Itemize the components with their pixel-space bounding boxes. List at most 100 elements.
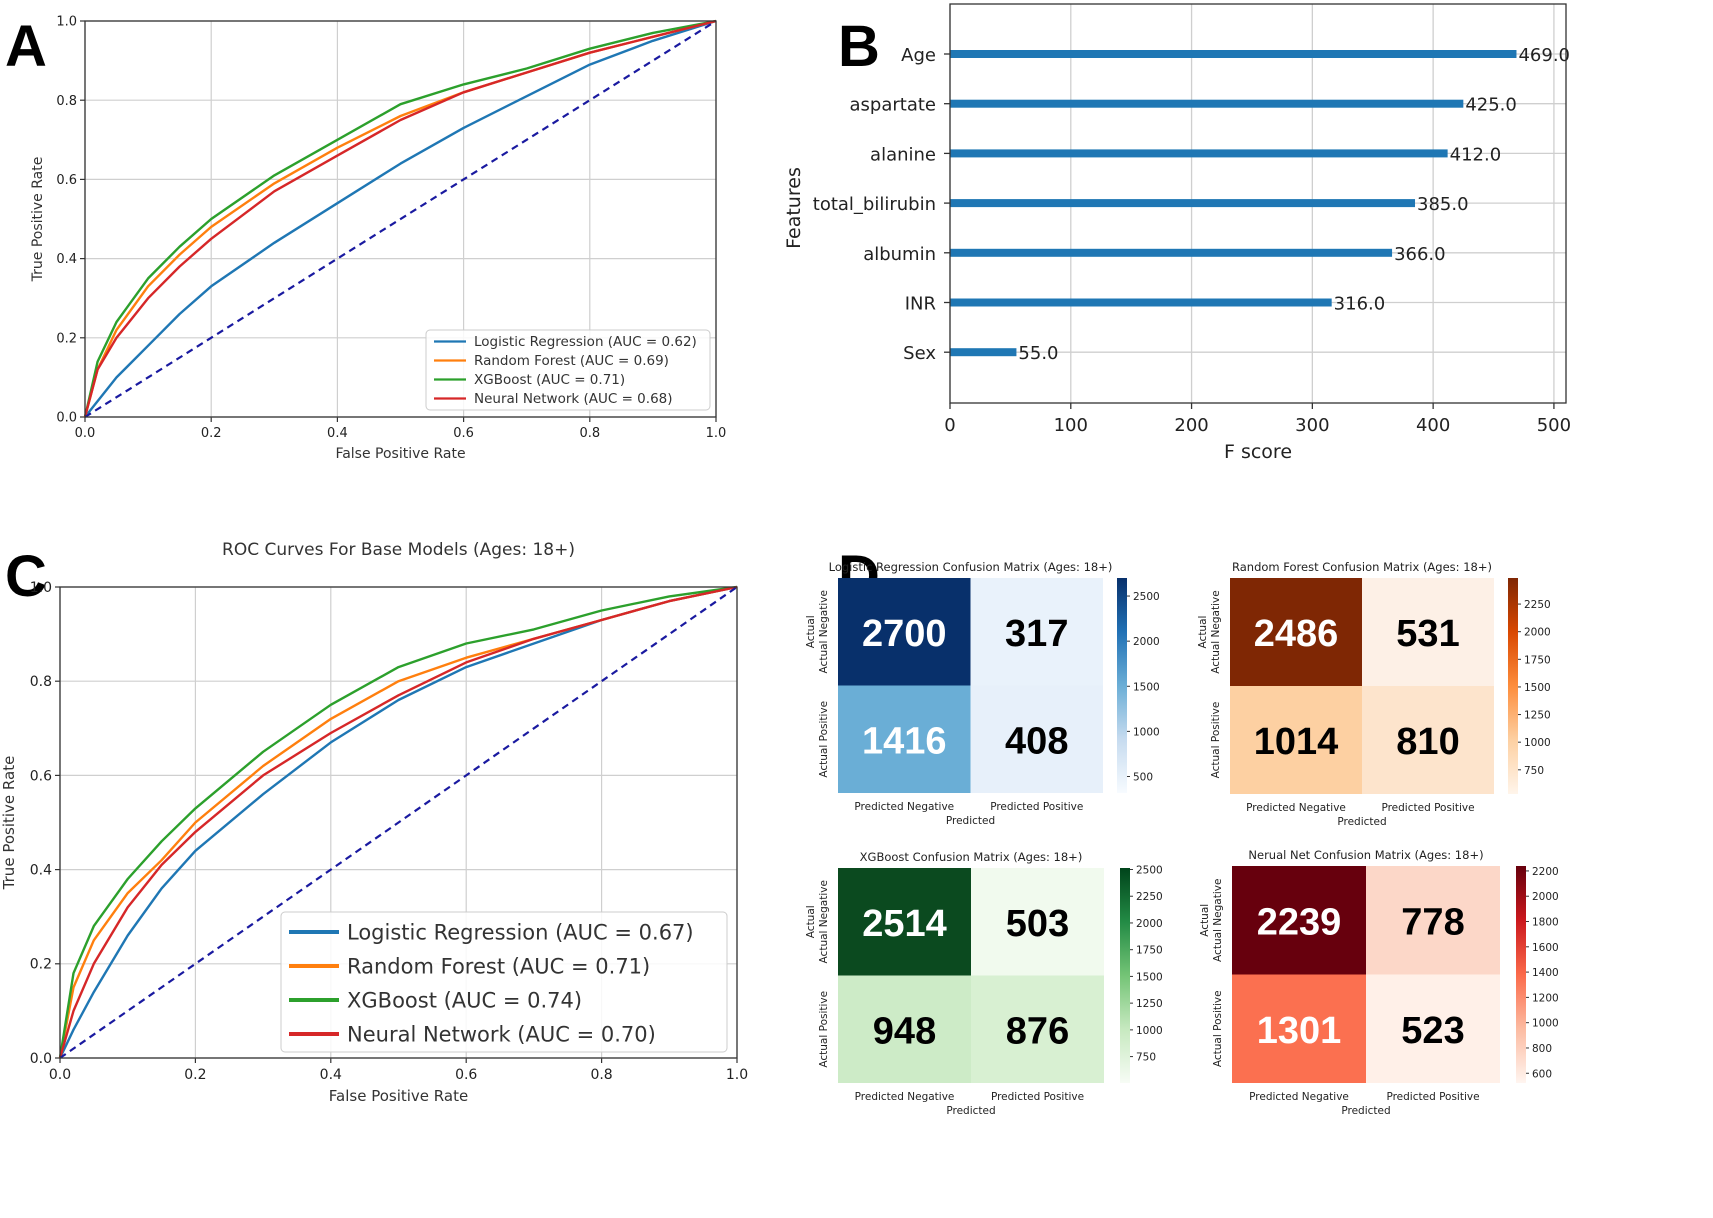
x-tick-label: 0.4 bbox=[320, 1067, 342, 1083]
confusion-matrix-neural-net: Nerual Net Confusion Matrix (Ages: 18+) 2… bbox=[1199, 848, 1559, 1117]
matrix-title: Nerual Net Confusion Matrix (Ages: 18+) bbox=[1248, 848, 1483, 862]
bar-value-label: 316.0 bbox=[1334, 294, 1386, 315]
x-tick-label: 0.4 bbox=[327, 426, 348, 441]
matrix-cell bbox=[1366, 974, 1500, 1083]
y-axis-label: Actual bbox=[805, 615, 817, 648]
x-tick-label: 400 bbox=[1416, 415, 1450, 436]
colorbar-tick-label: 1000 bbox=[1532, 1018, 1559, 1030]
roc-chart-c: ROC Curves For Base Models (Ages: 18+) 0.… bbox=[0, 540, 748, 1105]
y-tick-label: 0.2 bbox=[30, 957, 52, 973]
x-tick-label: 0.2 bbox=[184, 1067, 206, 1083]
bar-value-label: 412.0 bbox=[1450, 144, 1502, 165]
x-tick-label: 500 bbox=[1537, 415, 1571, 436]
matrix-cell-value: 810 bbox=[1396, 721, 1459, 763]
bar-age bbox=[950, 50, 1517, 58]
y-axis-label: Actual bbox=[1199, 904, 1211, 937]
matrix-cell-value: 876 bbox=[1006, 1010, 1069, 1052]
roc-line-logistic-regression bbox=[84, 19, 717, 418]
colorbar bbox=[1516, 866, 1526, 1083]
colorbar-tick-label: 1500 bbox=[1136, 971, 1163, 983]
colorbar-tick-label: 2500 bbox=[1133, 591, 1160, 603]
colorbar-tick-label: 2000 bbox=[1532, 891, 1559, 903]
x-tick-label: 0.2 bbox=[201, 426, 222, 441]
colorbar-tick-label: 800 bbox=[1532, 1043, 1552, 1055]
matrix-cell-value: 523 bbox=[1401, 1010, 1464, 1052]
colorbar-tick-label: 2000 bbox=[1136, 918, 1163, 930]
bar-value-label: 366.0 bbox=[1394, 244, 1446, 265]
matrix-cell bbox=[970, 685, 1103, 793]
legend-label: XGBoost (AUC = 0.74) bbox=[347, 988, 582, 1012]
x-axis-label: Predicted bbox=[946, 1105, 995, 1117]
matrix-cell-value: 1301 bbox=[1257, 1010, 1342, 1052]
roc-line-neural-network bbox=[83, 19, 717, 418]
panel-letter-c: C bbox=[5, 544, 47, 609]
x-tick-label: 0.6 bbox=[453, 426, 474, 441]
matrix-cell bbox=[1232, 974, 1366, 1083]
legend-box bbox=[280, 911, 728, 1053]
x-tick-label: 1.0 bbox=[726, 1067, 748, 1083]
colorbar bbox=[1120, 868, 1130, 1083]
colorbar-tick-label: 2500 bbox=[1136, 864, 1163, 876]
matrix-cell bbox=[1366, 866, 1500, 975]
bar-value-label: 469.0 bbox=[1518, 45, 1570, 66]
x-category-label: Predicted Positive bbox=[1381, 802, 1474, 814]
matrix-cell-value: 2700 bbox=[862, 613, 947, 655]
matrix-cell bbox=[838, 685, 971, 793]
matrix-title: Random Forest Confusion Matrix (Ages: 18… bbox=[1232, 560, 1492, 574]
matrix-cell-value: 2486 bbox=[1254, 613, 1339, 655]
colorbar-tick-label: 1500 bbox=[1524, 682, 1551, 694]
confusion-matrix-random-forest: Random Forest Confusion Matrix (Ages: 18… bbox=[1197, 560, 1551, 828]
matrix-cell-value: 408 bbox=[1005, 720, 1068, 762]
x-category-label: Predicted Negative bbox=[854, 801, 954, 813]
colorbar-tick-label: 500 bbox=[1133, 771, 1153, 783]
matrix-title: Logistic Regression Confusion Matrix (Ag… bbox=[829, 560, 1113, 574]
chart-title: ROC Curves For Base Models (Ages: 18+) bbox=[222, 540, 575, 560]
roc-line-xgboost bbox=[58, 585, 738, 1059]
colorbar-tick-label: 2000 bbox=[1133, 636, 1160, 648]
feature-label: Sex bbox=[903, 343, 936, 364]
colorbar-tick-label: 1200 bbox=[1532, 992, 1559, 1004]
y-tick-label: 1.0 bbox=[30, 580, 52, 596]
bar-sex bbox=[950, 348, 1017, 357]
x-axis-label: Predicted bbox=[1341, 1105, 1390, 1117]
bar-alanine bbox=[950, 149, 1448, 158]
legend-label: Logistic Regression (AUC = 0.67) bbox=[347, 920, 694, 944]
x-category-label: Predicted Positive bbox=[1386, 1091, 1479, 1103]
matrix-cell bbox=[971, 975, 1104, 1083]
x-category-label: Predicted Negative bbox=[855, 1091, 955, 1103]
y-tick-label: 1.0 bbox=[56, 15, 77, 30]
x-tick-label: 300 bbox=[1295, 415, 1329, 436]
legend-box bbox=[425, 329, 711, 411]
colorbar bbox=[1508, 578, 1518, 794]
x-category-label: Predicted Negative bbox=[1249, 1091, 1349, 1103]
x-tick-label: 0 bbox=[944, 415, 955, 436]
chance-diagonal-line bbox=[84, 20, 717, 418]
y-axis-label: Features bbox=[783, 167, 805, 249]
y-tick-label: 0.8 bbox=[56, 94, 77, 109]
x-tick-label: 1.0 bbox=[706, 426, 727, 441]
legend-label: XGBoost (AUC = 0.71) bbox=[474, 372, 625, 388]
colorbar-tick-label: 1250 bbox=[1524, 710, 1551, 722]
matrix-cell bbox=[1362, 578, 1494, 686]
plot-frame bbox=[59, 586, 738, 1059]
y-category-label: Actual Positive bbox=[1212, 990, 1224, 1067]
colorbar-tick-label: 750 bbox=[1524, 765, 1544, 777]
bar-total-bilirubin bbox=[950, 199, 1416, 208]
colorbar-tick-label: 2250 bbox=[1136, 891, 1163, 903]
bar-value-label: 425.0 bbox=[1465, 95, 1517, 116]
matrix-title: XGBoost Confusion Matrix (Ages: 18+) bbox=[860, 850, 1083, 864]
matrix-cell bbox=[1362, 686, 1494, 794]
feature-label: alanine bbox=[870, 144, 936, 165]
feature-label: albumin bbox=[863, 244, 936, 265]
x-category-label: Predicted Positive bbox=[991, 1091, 1084, 1103]
y-category-label: Actual Positive bbox=[818, 701, 830, 778]
matrix-cell bbox=[838, 578, 971, 686]
y-tick-label: 0.4 bbox=[30, 863, 52, 879]
feature-label: aspartate bbox=[850, 95, 936, 116]
matrix-cell bbox=[1230, 578, 1362, 686]
feature-label: Age bbox=[901, 45, 936, 66]
x-category-label: Predicted Positive bbox=[990, 801, 1083, 813]
colorbar-tick-label: 1750 bbox=[1136, 945, 1163, 957]
legend-label: Neural Network (AUC = 0.70) bbox=[347, 1022, 656, 1046]
